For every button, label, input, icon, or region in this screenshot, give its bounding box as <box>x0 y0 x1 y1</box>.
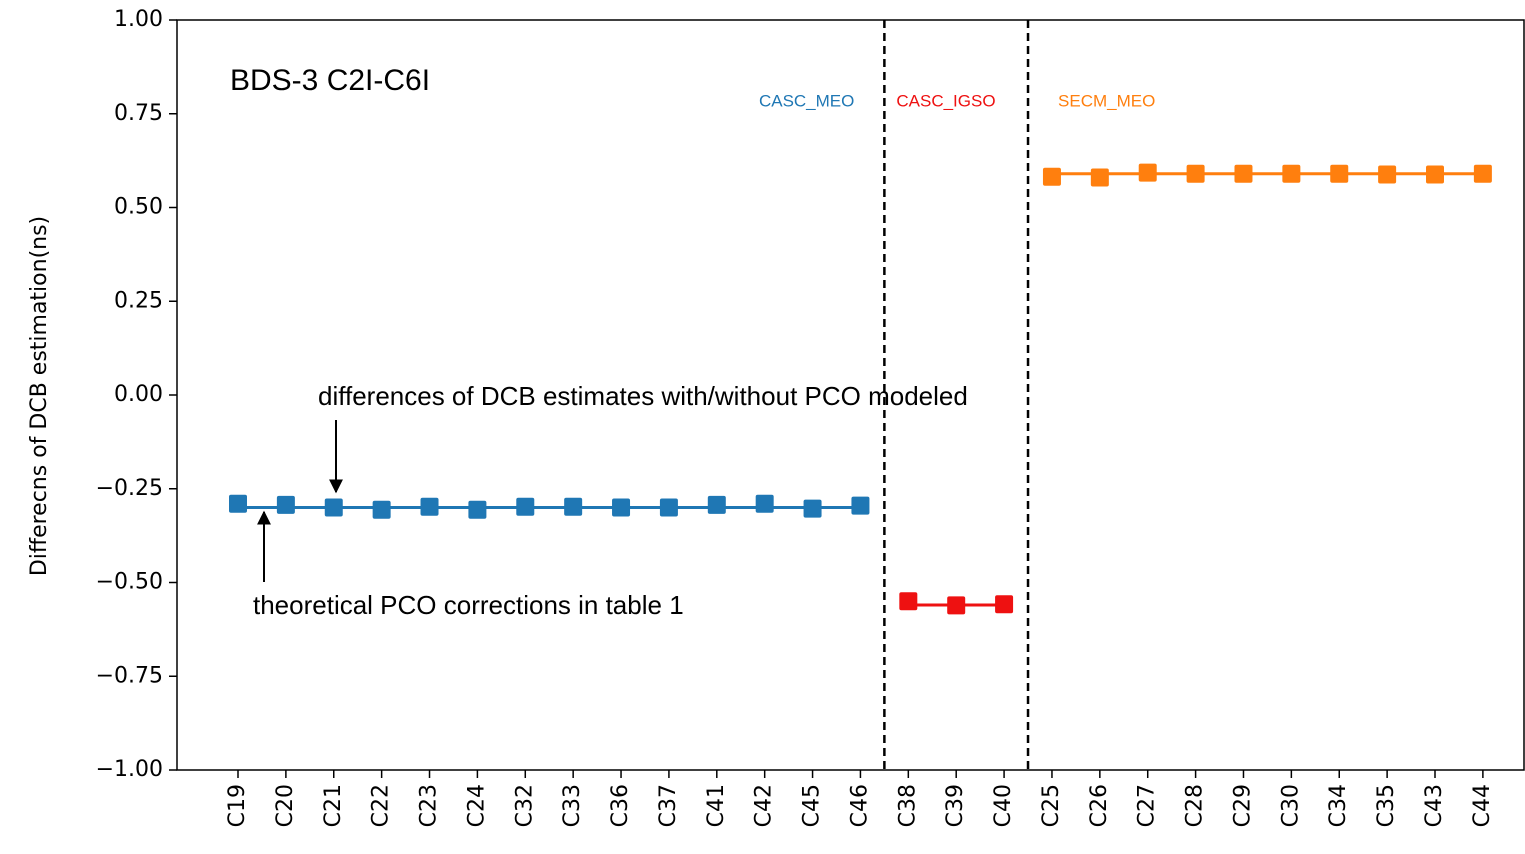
x-tick-label: C26 <box>1087 784 1112 827</box>
x-tick-label: C38 <box>895 784 920 827</box>
annotation: differences of DCB estimates with/withou… <box>318 381 968 411</box>
x-tick-label: C23 <box>417 784 442 827</box>
marker <box>229 494 247 513</box>
group-label: CASC_IGSO <box>896 91 995 110</box>
marker <box>1138 163 1157 182</box>
y-tick-label: 0.00 <box>114 382 163 407</box>
x-tick-label: C24 <box>464 784 489 827</box>
marker <box>324 498 343 517</box>
x-tick-label: C37 <box>656 784 681 827</box>
x-tick-label: C29 <box>1230 784 1255 827</box>
y-tick-label: 1.00 <box>114 7 163 32</box>
marker <box>995 595 1014 614</box>
x-tick-label: C46 <box>847 784 872 827</box>
marker <box>372 500 391 519</box>
x-tick-label: C25 <box>1039 784 1064 827</box>
y-tick-label: 0.25 <box>114 288 163 313</box>
marker <box>1426 165 1444 184</box>
marker <box>1282 164 1301 183</box>
x-tick-label: C30 <box>1278 784 1303 827</box>
marker <box>1186 164 1205 183</box>
y-tick-label: −1.00 <box>96 757 163 782</box>
marker <box>947 596 966 615</box>
x-tick-label: C35 <box>1374 784 1399 827</box>
x-tick-label: C39 <box>943 784 968 827</box>
annotation: theoretical PCO corrections in table 1 <box>253 590 684 620</box>
marker <box>564 497 583 516</box>
marker <box>420 497 439 516</box>
x-tick-label: C36 <box>608 784 633 827</box>
marker <box>1378 165 1397 184</box>
y-tick-label: 0.75 <box>114 101 163 126</box>
x-tick-label: C21 <box>321 784 346 827</box>
marker <box>1042 167 1061 186</box>
x-tick-label: C41 <box>704 784 729 827</box>
marker <box>707 495 726 514</box>
chart-title: BDS-3 C2I-C6I <box>230 64 430 97</box>
marker <box>755 494 774 513</box>
x-tick-label: C45 <box>800 784 825 827</box>
y-tick-label: −0.75 <box>96 663 163 688</box>
group-label: SECM_MEO <box>1058 91 1155 110</box>
marker <box>1473 164 1492 183</box>
marker <box>1090 168 1109 187</box>
marker <box>803 499 822 518</box>
marker <box>468 500 487 519</box>
group-label: CASC_MEO <box>759 91 854 110</box>
x-tick-label: C33 <box>560 784 585 827</box>
x-tick-label: C40 <box>991 784 1016 827</box>
marker <box>1330 164 1349 183</box>
x-tick-label: C22 <box>369 784 394 827</box>
marker <box>516 497 535 516</box>
x-tick-label: C27 <box>1135 784 1160 827</box>
x-tick-label: C20 <box>273 784 298 827</box>
marker <box>899 592 918 611</box>
y-tick-label: −0.50 <box>96 570 163 595</box>
marker <box>659 498 678 517</box>
x-tick-label: C44 <box>1470 784 1495 827</box>
y-tick-label: 0.50 <box>114 195 163 220</box>
marker <box>851 496 870 515</box>
marker <box>612 498 631 517</box>
x-tick-label: C43 <box>1422 784 1447 827</box>
y-axis-label: Differecns of DCB estimation(ns) <box>27 216 52 576</box>
marker <box>276 495 295 514</box>
x-tick-label: C28 <box>1183 784 1208 827</box>
marker <box>1234 164 1253 183</box>
y-tick-label: −0.25 <box>96 476 163 501</box>
x-tick-label: C19 <box>225 784 250 827</box>
x-tick-label: C32 <box>512 784 537 827</box>
x-tick-label: C34 <box>1326 784 1351 827</box>
x-tick-label: C42 <box>752 784 777 827</box>
